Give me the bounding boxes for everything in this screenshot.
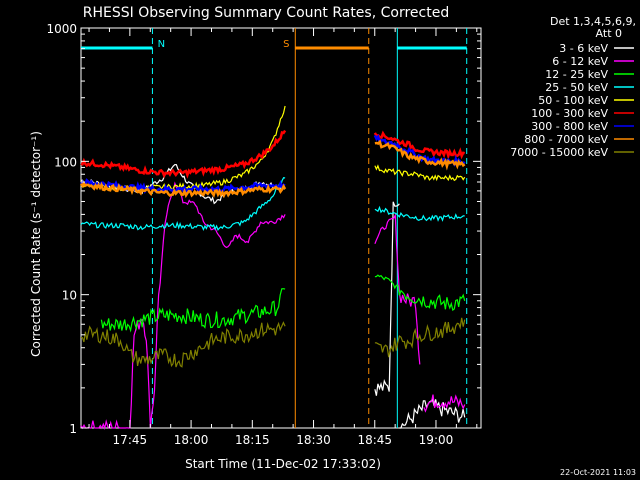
- series-line: [423, 394, 466, 413]
- series-line: [373, 130, 466, 161]
- x-tick-label: 18:00: [174, 433, 209, 447]
- flag-label: N: [158, 39, 165, 50]
- y-tick-label: 1000: [46, 22, 77, 36]
- footer-timestamp: 22-Oct-2021 11:03: [560, 468, 636, 477]
- series-line: [374, 274, 466, 312]
- series-line: [374, 205, 465, 222]
- y-tick-label: 1: [69, 422, 77, 436]
- legend-header-line-2: Att 0: [596, 27, 622, 40]
- series-line: [374, 212, 421, 365]
- series-line: [80, 181, 286, 431]
- legend-entry-label: 6 - 12 keV: [552, 55, 608, 68]
- series-line: [80, 129, 287, 179]
- plot-frame: [80, 27, 482, 429]
- legend-entry-label: 50 - 100 keV: [538, 94, 608, 107]
- legend-entry-label: 12 - 25 keV: [545, 68, 608, 81]
- legend-entry-label: 7000 - 15000 keV: [510, 146, 608, 159]
- series-line: [100, 288, 286, 333]
- x-tick-label: 18:45: [357, 433, 392, 447]
- series-line: [374, 317, 466, 358]
- x-tick-label: 17:45: [113, 433, 148, 447]
- legend-entry-label: 100 - 300 keV: [531, 107, 608, 120]
- series-line: [374, 164, 466, 182]
- flag-label: S: [283, 39, 289, 50]
- vertical-markers-layer: [151, 28, 468, 428]
- chart-title: RHESSI Observing Summary Count Rates, Co…: [83, 5, 449, 21]
- x-tick-label: 19:00: [419, 433, 454, 447]
- legend-entry-label: 300 - 800 keV: [531, 120, 608, 133]
- y-tick-label: 100: [54, 155, 77, 169]
- chart-frame-layer: [80, 27, 482, 429]
- series-line: [79, 181, 287, 199]
- series-line: [80, 105, 286, 192]
- y-tick-label: 10: [62, 289, 77, 303]
- series-line: [80, 178, 286, 194]
- series-line: [80, 321, 286, 368]
- series-line: [374, 201, 400, 396]
- series-line: [80, 177, 286, 232]
- legend-header-line-1: Det 1,3,4,5,6,9,: [550, 15, 636, 28]
- legend-entry-label: 800 - 7000 keV: [524, 133, 608, 146]
- series-line: [374, 139, 466, 171]
- legend-entry-label: 25 - 50 keV: [545, 81, 608, 94]
- legend-entry-label: 3 - 6 keV: [559, 42, 608, 55]
- x-tick-label: 18:30: [296, 433, 331, 447]
- series-layer: [79, 105, 466, 431]
- x-tick-label: 18:15: [235, 433, 270, 447]
- y-axis-label: Corrected Count Rate (s⁻¹ detector⁻¹): [29, 131, 43, 357]
- x-axis-label: Start Time (11-Dec-02 17:33:02): [185, 457, 381, 471]
- series-line: [399, 398, 466, 429]
- axis-layer: 1 10 100 1000 17:45 18:00 18:15 18:30 18:45 19:00: [46, 22, 481, 447]
